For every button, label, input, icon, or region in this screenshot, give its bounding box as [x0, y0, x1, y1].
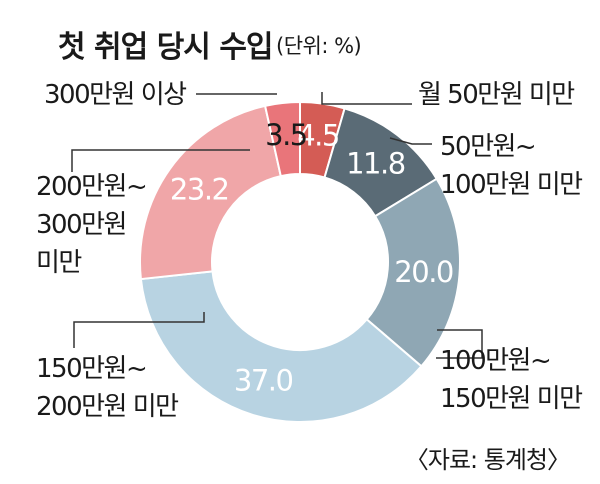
source-note: 〈자료: 통계청〉 — [404, 446, 571, 474]
data-label: 4.5 — [297, 118, 339, 152]
category-label-over-300: 300만원 이상 — [44, 76, 187, 114]
category-label-line: 200만원 미만 — [36, 392, 179, 422]
category-label-line: 50만원~ — [440, 132, 537, 162]
donut-slice — [365, 177, 461, 368]
category-label-line: 미만 — [36, 248, 82, 278]
data-label: 23.2 — [170, 173, 229, 207]
donut-slice — [139, 104, 282, 281]
chart-unit: (단위: %) — [276, 34, 362, 58]
category-label-line: 월 50만원 미만 — [418, 80, 575, 110]
category-label-under-50: 월 50만원 미만 — [418, 76, 575, 114]
data-label: 20.0 — [394, 255, 453, 289]
data-label: 11.8 — [346, 147, 405, 181]
data-label: 3.5 — [265, 118, 307, 152]
category-label-50-100: 50만원~ 100만원 미만 — [440, 128, 583, 204]
chart-title: 첫 취업 당시 수입 — [58, 30, 274, 65]
category-label-100-150: 100만원~ 150만원 미만 — [440, 342, 583, 418]
leader-line — [73, 312, 205, 348]
leader-line — [321, 92, 412, 105]
category-label-line: 200만원~ — [36, 172, 148, 202]
donut-slice — [139, 270, 423, 423]
leader-line — [436, 329, 483, 359]
category-label-line: 100만원 미만 — [440, 170, 583, 200]
leader-line — [71, 149, 250, 172]
category-label-line: 100만원~ — [440, 346, 552, 376]
category-label-line: 150만원 미만 — [440, 384, 583, 414]
donut-slice — [263, 100, 301, 178]
category-label-line: 150만원~ — [36, 354, 148, 384]
category-label-150-200: 150만원~ 200만원 미만 — [36, 350, 179, 426]
data-label: 37.0 — [234, 363, 293, 397]
category-label-line: 300만원 — [36, 210, 127, 240]
category-label-line: 300만원 이상 — [44, 80, 187, 110]
leader-line — [389, 137, 432, 145]
